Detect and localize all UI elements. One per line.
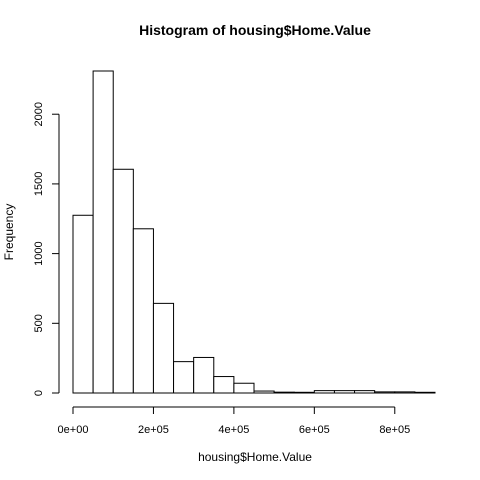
histogram-bar-0 xyxy=(72,214,94,394)
histogram-bar-6 xyxy=(193,356,215,394)
x-axis: 0e+00 2e+05 4e+05 6e+05 8e+05 xyxy=(58,406,410,436)
x-axis-label: housing$Home.Value xyxy=(198,450,312,464)
histogram-bar-13 xyxy=(333,390,356,394)
y-tick-label-3: 1500 xyxy=(33,172,45,196)
y-axis: 0 500 1000 1500 2000 xyxy=(33,102,60,396)
histogram-bar-11 xyxy=(293,391,315,394)
x-tick-label-2: 4e+05 xyxy=(218,424,249,436)
y-tick-label-0: 0 xyxy=(33,390,45,396)
histogram-bar-12 xyxy=(313,390,335,394)
histogram-bar-14 xyxy=(354,390,376,394)
x-tick-label-4: 8e+05 xyxy=(379,424,410,436)
histogram-bar-16 xyxy=(394,391,416,394)
x-tick-label-3: 6e+05 xyxy=(299,424,330,436)
x-tick-label-1: 2e+05 xyxy=(138,424,169,436)
y-axis-label: Frequency xyxy=(2,204,16,261)
histogram-bar-15 xyxy=(374,391,396,394)
histogram-bar-2 xyxy=(112,168,134,394)
chart-title: Histogram of housing$Home.Value xyxy=(139,22,371,38)
histogram-bar-10 xyxy=(273,391,295,394)
histogram-bar-17 xyxy=(414,391,436,394)
histogram-bar-4 xyxy=(152,302,175,394)
histogram-bar-7 xyxy=(213,376,235,394)
histogram-bar-8 xyxy=(233,382,255,394)
y-tick-label-1: 500 xyxy=(33,314,45,332)
bars-group xyxy=(72,70,436,394)
x-tick-label-0: 0e+00 xyxy=(58,424,89,436)
histogram-bar-3 xyxy=(132,228,154,394)
histogram-bar-9 xyxy=(253,390,275,394)
histogram-bar-5 xyxy=(173,361,195,394)
y-tick-label-4: 2000 xyxy=(33,102,45,126)
y-tick-label-2: 1000 xyxy=(33,241,45,265)
histogram-bar-1 xyxy=(92,70,114,394)
